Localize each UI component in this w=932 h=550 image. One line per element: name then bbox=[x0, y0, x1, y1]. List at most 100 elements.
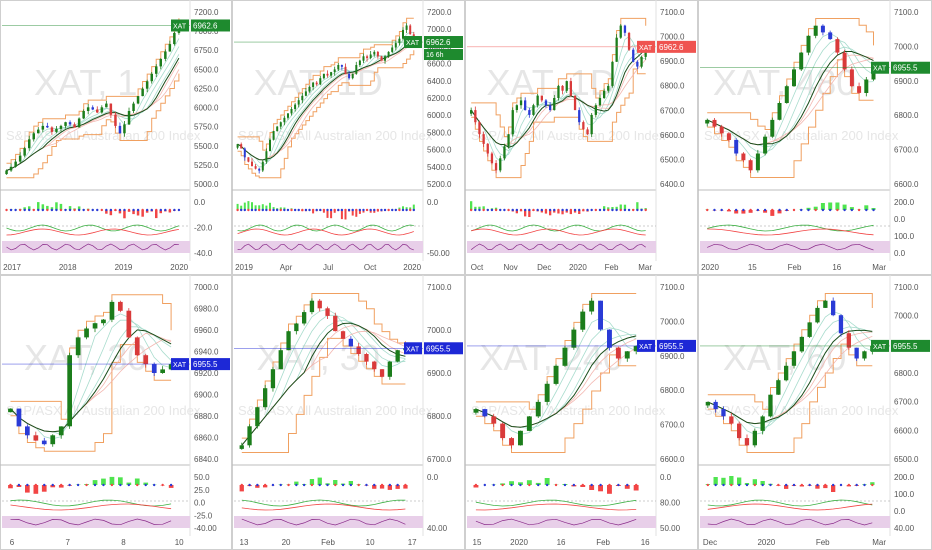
candle-body bbox=[114, 114, 117, 126]
candle-body bbox=[33, 435, 39, 441]
histogram-bar bbox=[405, 207, 408, 210]
histogram-bar bbox=[607, 207, 610, 210]
signal-dot bbox=[380, 208, 383, 212]
price-tag-value: 6955.5 bbox=[193, 360, 218, 369]
signal-dot bbox=[536, 208, 539, 212]
candle-body bbox=[499, 158, 502, 171]
candle-body bbox=[258, 168, 261, 171]
candle-body bbox=[607, 85, 610, 91]
price-tick-label: 6000.0 bbox=[427, 111, 452, 120]
candle-body bbox=[387, 361, 392, 377]
signal-dot bbox=[127, 208, 131, 212]
price-tag-box bbox=[891, 61, 930, 74]
signal-dot bbox=[745, 483, 749, 487]
histogram-bar bbox=[362, 210, 365, 213]
indicator-tick-label: 0.0 bbox=[427, 473, 439, 482]
symbol-tag-label: XAT bbox=[873, 344, 887, 351]
histogram-bar bbox=[589, 485, 595, 490]
price-tick-label: 6750.0 bbox=[194, 46, 219, 55]
histogram-bar bbox=[326, 210, 329, 218]
signal-dot bbox=[279, 483, 282, 487]
signal-dot bbox=[41, 208, 45, 212]
signal-dot bbox=[855, 483, 858, 487]
histogram-bar bbox=[473, 485, 479, 488]
histogram-bar bbox=[864, 205, 869, 210]
histogram-bar bbox=[721, 477, 726, 485]
candle-body bbox=[326, 73, 329, 76]
time-tick-label: Nov bbox=[504, 263, 518, 272]
ma-ribbon-line bbox=[707, 32, 874, 160]
ma-ribbon-line bbox=[10, 313, 172, 440]
candle-body bbox=[168, 44, 172, 52]
candle-body bbox=[143, 355, 149, 365]
candle-body bbox=[254, 166, 257, 169]
candle-body bbox=[41, 125, 45, 130]
signal-dot bbox=[391, 208, 394, 212]
signal-dot bbox=[380, 483, 384, 487]
candle-body bbox=[828, 32, 833, 40]
histogram-bar bbox=[373, 210, 376, 213]
candle-body bbox=[251, 161, 253, 167]
signal-dot bbox=[248, 483, 251, 487]
signal-dot bbox=[761, 483, 764, 487]
watermark-subtitle: S&P/ASX All Australian 200 Index bbox=[704, 128, 899, 143]
histogram-bar bbox=[518, 482, 523, 485]
histogram-bar bbox=[729, 476, 734, 485]
candle-body bbox=[319, 78, 322, 85]
candle-body bbox=[813, 25, 818, 36]
symbol-tag-label: XAT bbox=[173, 23, 187, 30]
candle-body bbox=[109, 301, 115, 320]
signal-dot bbox=[302, 483, 306, 487]
candle-body bbox=[549, 105, 552, 110]
histogram-bar bbox=[134, 478, 140, 485]
watermark: XAT, 1D bbox=[486, 62, 615, 103]
candle-body bbox=[536, 95, 539, 106]
candle-body bbox=[150, 73, 153, 82]
signal-dot bbox=[315, 208, 318, 212]
price-tag-box-secondary bbox=[424, 49, 463, 61]
price-tick-label: 6940.0 bbox=[194, 348, 219, 357]
histogram-bar bbox=[748, 210, 753, 213]
histogram-bar bbox=[269, 202, 271, 210]
candle-body bbox=[372, 361, 377, 370]
indicator-tick-label: 0.0 bbox=[427, 198, 439, 207]
oscillator-line-red bbox=[237, 228, 414, 236]
watermark: XAT, 30 bbox=[24, 337, 147, 378]
candle-body bbox=[470, 110, 473, 114]
price-tick-label: 7000.0 bbox=[894, 42, 919, 51]
candle-body bbox=[763, 136, 768, 154]
candle-body bbox=[330, 72, 333, 76]
signal-dot bbox=[256, 483, 259, 487]
price-tick-label: 6960.0 bbox=[194, 326, 219, 335]
time-tick-label: Feb bbox=[321, 538, 335, 547]
candle-body bbox=[164, 51, 167, 59]
histogram-bar bbox=[330, 210, 333, 219]
indicator-tick-label: 100.0 bbox=[894, 232, 915, 241]
time-tick-label: 16 bbox=[832, 263, 841, 272]
candle-body bbox=[82, 111, 85, 119]
histogram-bar bbox=[598, 485, 603, 492]
histogram-bar bbox=[33, 485, 39, 494]
signal-dot bbox=[398, 208, 401, 212]
price-tick-label: 7000.0 bbox=[660, 317, 685, 326]
ma-main-line bbox=[10, 329, 172, 433]
rsi-band bbox=[234, 516, 423, 528]
price-tag-box bbox=[191, 19, 230, 32]
candle-body bbox=[356, 346, 361, 354]
signal-dot bbox=[800, 208, 803, 212]
candle-body bbox=[134, 337, 140, 356]
histogram-bar bbox=[741, 210, 746, 214]
histogram-bar bbox=[132, 210, 135, 215]
oscillator-line-red bbox=[475, 503, 637, 511]
watermark-subtitle: S&P/ASX All Australian 200 Index bbox=[471, 403, 666, 418]
oscillator-line-green bbox=[475, 499, 637, 507]
candle-body bbox=[405, 25, 408, 30]
signal-dot bbox=[85, 483, 88, 487]
time-tick-label: 2017 bbox=[3, 263, 21, 272]
histogram-bar bbox=[813, 206, 818, 210]
histogram-bar bbox=[624, 485, 630, 489]
histogram-bar bbox=[737, 477, 742, 485]
signal-dot bbox=[333, 208, 336, 212]
rsi-line bbox=[707, 243, 874, 251]
candle-body bbox=[615, 347, 621, 359]
